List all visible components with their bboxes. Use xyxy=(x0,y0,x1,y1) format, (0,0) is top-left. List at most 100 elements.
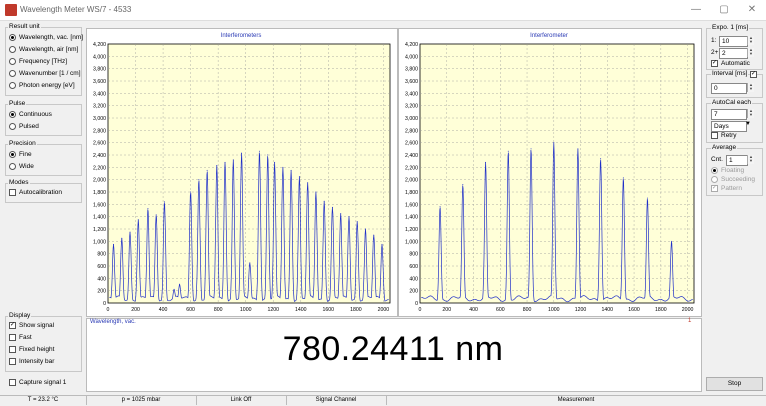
capture-signal-checkbox[interactable]: Capture signal 1 xyxy=(9,378,66,387)
left-chart-y-tick-label: 400 xyxy=(97,276,106,282)
left-chart-y-tick-label: 3,000 xyxy=(93,116,106,122)
right-chart-x-tick-label: 2000 xyxy=(682,307,694,313)
radio-indicator xyxy=(9,45,16,53)
status-bar xyxy=(0,395,766,406)
autocal-label: AutoCal each xyxy=(711,99,753,106)
average-options: Floating Succeeding ✓ Pattern xyxy=(711,166,755,193)
exposure-2-spinner[interactable]: ▲ ▼ xyxy=(747,48,754,57)
display-group xyxy=(5,316,82,372)
left-chart-peak-point xyxy=(315,191,317,193)
radio-succeeding[interactable]: Succeeding xyxy=(711,175,755,184)
radio-wavenumber[interactable]: Wavenumber [1 / cm] xyxy=(9,69,83,78)
chevron-down-icon[interactable]: ▼ xyxy=(745,121,751,127)
status-measurement: Measurement xyxy=(557,397,595,403)
result-unit-options: Wavelength, vac. [nm] Wavelength, air [n… xyxy=(9,33,83,90)
precision-options: Fine Wide xyxy=(9,150,34,171)
left-chart-y-tick-label: 1,400 xyxy=(93,215,106,221)
radio-wavelength-vac[interactable]: Wavelength, vac. [nm] xyxy=(9,33,83,42)
radio-indicator xyxy=(9,57,16,65)
interval-checkbox[interactable]: ✓ xyxy=(750,71,757,78)
radio-indicator xyxy=(9,122,16,130)
right-chart-peak-point xyxy=(530,148,532,150)
left-chart-peak-point xyxy=(241,152,243,154)
autocal-unit-select[interactable]: Days xyxy=(711,121,747,132)
right-chart-y-tick-label: 600 xyxy=(409,264,418,270)
radio-frequency[interactable]: Frequency [THz] xyxy=(9,57,83,66)
stop-button[interactable]: Stop xyxy=(706,377,763,391)
left-chart-x-tick-label: 600 xyxy=(186,307,195,313)
left-chart-peak-point xyxy=(298,176,300,178)
left-chart-peak-point xyxy=(155,214,157,216)
left-chart-peak-point xyxy=(129,231,131,233)
readout-panel xyxy=(86,318,702,392)
left-chart-peak-point xyxy=(232,159,234,161)
right-chart-y-tick-label: 2,000 xyxy=(405,178,418,184)
radio-wavelength-air[interactable]: Wavelength, air [nm] xyxy=(9,45,83,54)
left-chart-peak-point xyxy=(163,201,165,203)
left-chart-y-tick-label: 1,600 xyxy=(93,202,106,208)
radio-photon-energy[interactable]: Photon energy [eV] xyxy=(9,81,83,90)
right-chart-y-tick-label: 800 xyxy=(409,252,418,258)
left-chart-peak-point xyxy=(290,169,292,171)
right-chart-y-tick-label: 1,200 xyxy=(405,227,418,233)
intensity-bar-checkbox[interactable]: Intensity bar xyxy=(9,357,54,366)
right-chart-y-tick-label: 1,600 xyxy=(405,202,418,208)
minimize-button[interactable]: — xyxy=(691,4,701,15)
readout-unit-label: Wavelength, vac. xyxy=(90,319,136,325)
status-pressure: p = 1025 mbar xyxy=(86,396,197,405)
average-cnt-spinner[interactable]: ▲ ▼ xyxy=(747,155,754,164)
average-cnt-label: Cnt. xyxy=(711,156,723,163)
maximize-button[interactable]: ▢ xyxy=(719,4,729,15)
right-chart-x-tick-label: 600 xyxy=(496,307,505,313)
app-logo-icon xyxy=(5,4,17,16)
autocal-input[interactable]: 7 xyxy=(711,109,747,120)
left-chart-x-tick-label: 1400 xyxy=(295,307,307,313)
wavelength-readout: 780.24411 nm xyxy=(282,330,504,368)
autocalibration-checkbox[interactable]: Autocalibration xyxy=(9,188,62,197)
left-chart-y-tick-label: 2,400 xyxy=(93,153,106,159)
right-chart-y-tick-label: 200 xyxy=(409,289,418,295)
autocal-spinner[interactable]: ▲ ▼ xyxy=(747,109,754,118)
radio-indicator xyxy=(9,69,16,77)
exposure-1-input[interactable]: 10 xyxy=(719,36,748,47)
right-chart-x-tick-label: 0 xyxy=(419,307,422,313)
right-chart-signal-trace xyxy=(421,142,693,303)
radio-wide[interactable]: Wide xyxy=(9,162,34,171)
radio-fine[interactable]: Fine xyxy=(9,150,34,159)
left-chart-peak-point xyxy=(331,206,333,208)
window-title: Wavelength Meter WS/7 - 4533 xyxy=(20,5,132,14)
checkbox-indicator xyxy=(9,188,16,196)
status-channel: Signal Channel xyxy=(286,396,387,405)
exposure-2-input[interactable]: 2 xyxy=(719,48,748,59)
checkbox-indicator xyxy=(9,357,16,365)
precision-label: Precision xyxy=(8,140,37,147)
radio-floating[interactable]: Floating xyxy=(711,166,755,175)
interval-input[interactable]: 0 xyxy=(711,83,747,94)
pattern-checkbox[interactable]: ✓ Pattern xyxy=(711,184,742,192)
right-chart-y-tick-label: 0 xyxy=(415,301,418,307)
left-chart-y-tick-label: 1,000 xyxy=(93,239,106,245)
close-button[interactable]: ✕ xyxy=(747,4,757,15)
radio-continuous[interactable]: Continuous xyxy=(9,110,52,119)
right-chart-plot-area xyxy=(419,43,695,304)
fast-checkbox[interactable]: Fast xyxy=(9,333,54,342)
automatic-checkbox[interactable]: ✓ Automatic xyxy=(711,59,750,67)
left-chart-peak-point xyxy=(173,288,175,290)
right-chart-peak-point xyxy=(671,240,673,242)
show-signal-checkbox[interactable]: ✓ Show signal xyxy=(9,321,55,329)
retry-checkbox[interactable]: Retry xyxy=(711,131,737,140)
pulse-options: Continuous Pulsed xyxy=(9,110,52,131)
interval-spinner[interactable]: ▲ ▼ xyxy=(747,83,754,92)
left-chart-x-tick-label: 2000 xyxy=(378,307,390,313)
right-chart-peak-point xyxy=(439,206,441,208)
right-chart-y-tick-label: 400 xyxy=(409,276,418,282)
average-cnt-input[interactable]: 1 xyxy=(726,155,748,166)
fixed-height-checkbox[interactable]: Fixed height xyxy=(9,345,54,354)
left-chart-peak-point xyxy=(216,164,218,166)
radio-pulsed[interactable]: Pulsed xyxy=(9,122,52,131)
exposure-1-spinner[interactable]: ▲ ▼ xyxy=(747,36,754,45)
right-chart-x-tick-label: 800 xyxy=(523,307,532,313)
result-unit-label: Result unit xyxy=(8,23,41,30)
left-chart-signal-trace xyxy=(109,152,389,302)
modes-group xyxy=(5,183,82,203)
